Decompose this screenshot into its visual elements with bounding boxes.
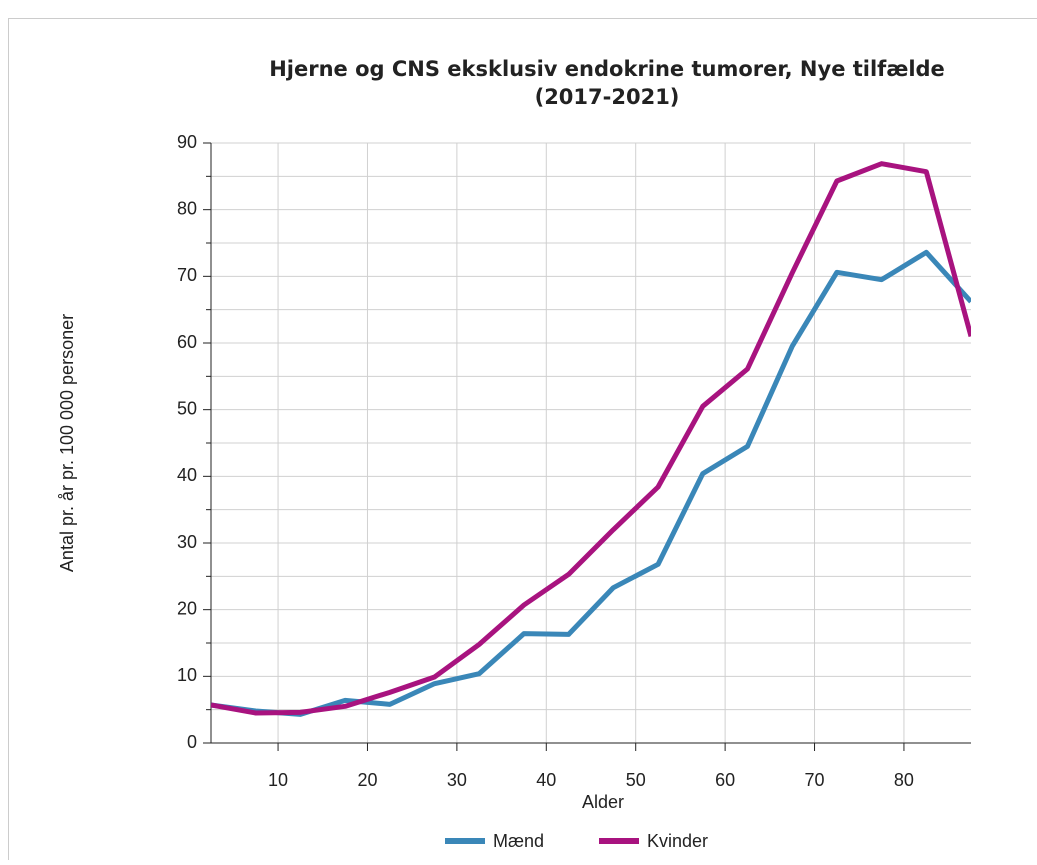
x-tick-label: 30 [447, 770, 467, 790]
legend-label: Mænd [493, 831, 544, 851]
legend-label: Kvinder [647, 831, 708, 851]
y-tick-label: 10 [177, 665, 197, 685]
x-tick-label: 70 [805, 770, 825, 790]
y-tick-label: 50 [177, 398, 197, 418]
chart-subtitle: (2017-2021) [535, 85, 680, 109]
y-tick-label: 40 [177, 465, 197, 485]
x-tick-label: 10 [268, 770, 288, 790]
x-tick-label: 40 [536, 770, 556, 790]
chart-title: Hjerne og CNS eksklusiv endokrine tumore… [269, 57, 945, 81]
y-axis-label: Antal pr. år pr. 100 000 personer [57, 314, 77, 572]
y-tick-label: 20 [177, 598, 197, 618]
y-tick-label: 80 [177, 198, 197, 218]
y-tick-label: 0 [187, 732, 197, 752]
legend-swatch [445, 838, 485, 844]
x-axis-label: Alder [582, 792, 624, 812]
x-tick-label: 60 [715, 770, 735, 790]
y-tick-label: 60 [177, 332, 197, 352]
x-tick-label: 50 [626, 770, 646, 790]
x-tick-label: 20 [357, 770, 377, 790]
y-tick-label: 30 [177, 532, 197, 552]
legend-swatch [599, 838, 639, 844]
x-tick-label: 80 [894, 770, 914, 790]
card [9, 19, 1037, 861]
y-tick-label: 70 [177, 265, 197, 285]
y-tick-label: 90 [177, 132, 197, 152]
